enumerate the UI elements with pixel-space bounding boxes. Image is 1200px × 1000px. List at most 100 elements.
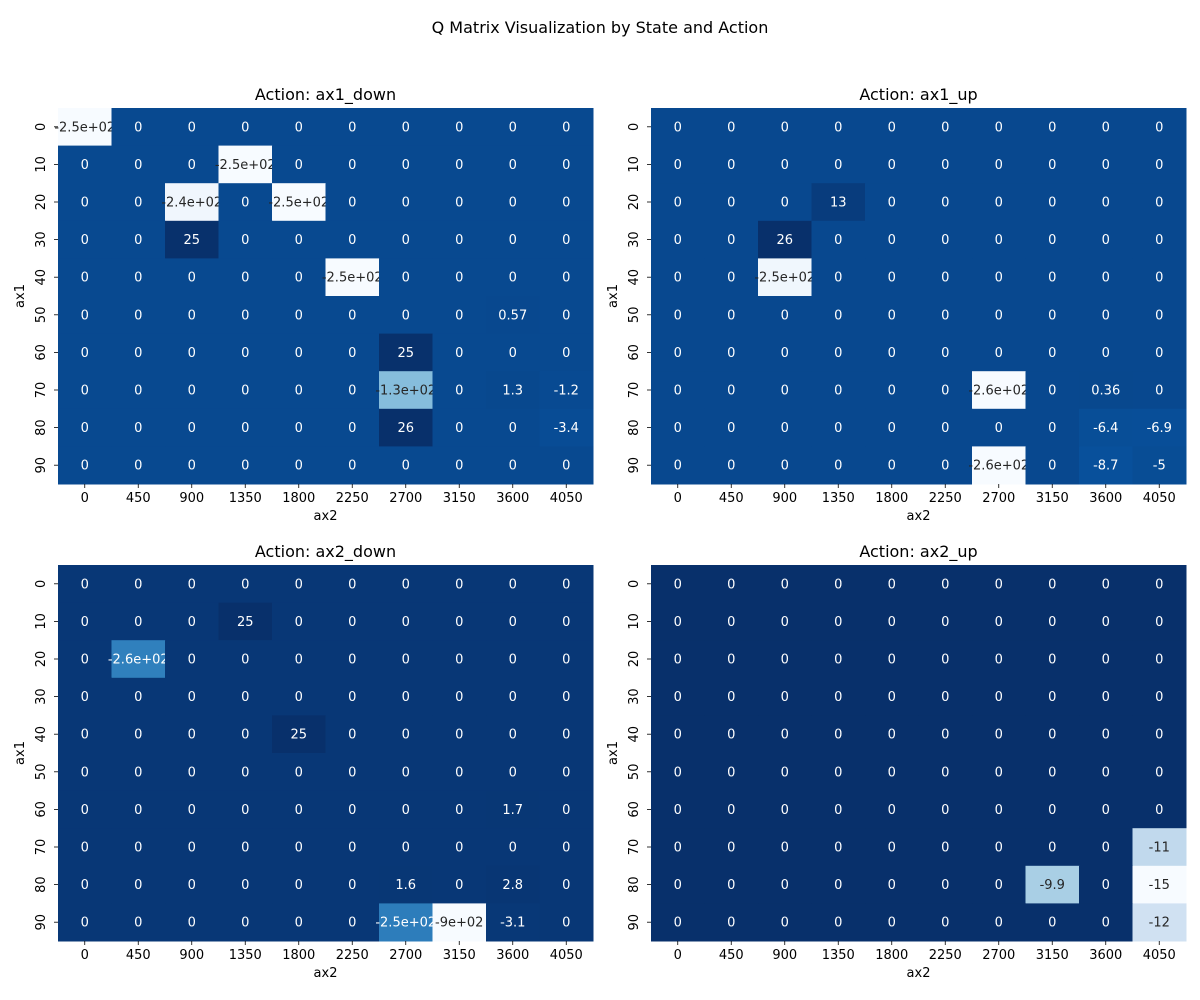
x-tick-label: 450 <box>719 491 744 506</box>
cell-annotation: 0 <box>241 916 249 931</box>
heatmap-cell <box>758 565 812 604</box>
heatmap-cell <box>379 408 433 447</box>
heatmap-cell <box>218 296 273 335</box>
cell-annotation: -12 <box>1149 916 1170 931</box>
x-axis-label: ax2 <box>314 509 338 524</box>
heatmap-cell <box>865 790 919 829</box>
y-tick-label: 50 <box>34 307 49 324</box>
heatmap-cell <box>1132 258 1187 297</box>
cell-annotation: 0 <box>674 158 682 173</box>
cell-annotation: 0 <box>727 690 735 705</box>
heatmap-cell <box>704 258 759 297</box>
heatmap-cell <box>58 333 112 372</box>
heatmap-cell <box>432 828 487 867</box>
heatmap-cell <box>432 640 487 679</box>
cell-annotation: 0 <box>995 120 1003 135</box>
heatmap-cell <box>486 565 540 604</box>
heatmap-cell <box>758 108 812 147</box>
heatmap-cell <box>272 790 326 829</box>
cell-annotation: 0 <box>781 384 789 399</box>
heatmap-cell <box>111 145 166 184</box>
heatmap-cell <box>1132 108 1187 147</box>
heatmap-cell <box>1079 220 1133 259</box>
heatmap-cell <box>1132 408 1187 447</box>
heatmap-cell <box>972 677 1026 716</box>
y-tick-label: 20 <box>34 194 49 211</box>
heatmap-cell <box>1025 640 1080 679</box>
heatmap-cell <box>272 602 326 641</box>
cell-annotation: 0 <box>781 158 789 173</box>
heatmap-cell <box>1079 565 1133 604</box>
cell-annotation: 0 <box>81 308 89 323</box>
heatmap-cell <box>651 640 705 679</box>
cell-annotation: 0 <box>348 878 356 893</box>
heatmap-cell <box>111 790 166 829</box>
cell-annotation: 0 <box>834 233 842 248</box>
heatmap-cell <box>811 640 866 679</box>
heatmap-cell <box>272 258 326 297</box>
cell-annotation: 0 <box>81 271 89 286</box>
heatmap-cell <box>1025 258 1080 297</box>
cell-annotation: 0 <box>562 615 570 630</box>
cell-annotation: 0 <box>295 421 303 436</box>
cell-annotation: 1.7 <box>502 803 523 818</box>
heatmap-cell <box>1025 220 1080 259</box>
heatmap-cell <box>218 790 273 829</box>
x-tick-label: 1350 <box>229 491 262 506</box>
cell-annotation: 0 <box>81 615 89 630</box>
heatmap-cell <box>704 296 759 335</box>
cell-annotation: 0 <box>888 196 896 211</box>
cell-annotation: -2.5e+02 <box>322 271 383 286</box>
x-axis-label: ax2 <box>907 966 931 981</box>
x-tick-label: 4050 <box>550 948 583 963</box>
x-tick-label: 3150 <box>1036 948 1069 963</box>
cell-annotation: 0 <box>509 120 517 135</box>
cell-annotation: 0 <box>348 421 356 436</box>
heatmap-cell <box>972 865 1026 904</box>
cell-annotation: 0 <box>674 271 682 286</box>
cell-annotation: 25 <box>290 728 307 743</box>
heatmap-cell <box>486 602 540 641</box>
cell-annotation: 0 <box>727 653 735 668</box>
heatmap-cell <box>811 145 866 184</box>
cell-annotation: 0 <box>1102 878 1110 893</box>
cell-annotation: 0 <box>241 841 249 856</box>
cell-annotation: 0 <box>188 803 196 818</box>
cell-annotation: 0 <box>1102 803 1110 818</box>
cell-annotation: 0 <box>188 384 196 399</box>
heatmap-cell <box>651 903 705 942</box>
cell-annotation: 0 <box>1102 653 1110 668</box>
heatmap-cell <box>704 753 759 792</box>
y-tick-label: 10 <box>34 156 49 173</box>
cell-annotation: 0 <box>81 653 89 668</box>
cell-annotation: 0 <box>241 728 249 743</box>
heatmap-cell <box>218 145 273 184</box>
heatmap-cell <box>1079 790 1133 829</box>
heatmap-cell <box>865 296 919 335</box>
heatmap-cell <box>272 183 326 222</box>
x-tick-label: 450 <box>126 491 151 506</box>
heatmap-cell <box>486 145 540 184</box>
cell-annotation: 0 <box>888 271 896 286</box>
cell-annotation: 0 <box>562 577 570 592</box>
heatmap-cell <box>758 408 812 447</box>
heatmap-cell <box>1025 790 1080 829</box>
heatmap-cell <box>918 565 973 604</box>
heatmap-cell <box>811 371 866 410</box>
heatmap-cell <box>379 715 433 754</box>
cell-annotation: 0 <box>674 878 682 893</box>
cell-annotation: 0 <box>348 158 356 173</box>
cell-annotation: 0 <box>888 878 896 893</box>
heatmap-cell <box>918 145 973 184</box>
cell-annotation: 0 <box>562 196 570 211</box>
cell-annotation: 0 <box>1102 308 1110 323</box>
cell-annotation: 0 <box>1102 196 1110 211</box>
cell-annotation: 0 <box>241 653 249 668</box>
cell-annotation: 0 <box>188 421 196 436</box>
cell-annotation: 0 <box>134 916 142 931</box>
cell-annotation: -2.6e+02 <box>108 653 169 668</box>
y-tick-label: 40 <box>34 269 49 286</box>
cell-annotation: 0 <box>295 690 303 705</box>
heatmap-cell <box>218 371 273 410</box>
cell-annotation: 0 <box>134 308 142 323</box>
